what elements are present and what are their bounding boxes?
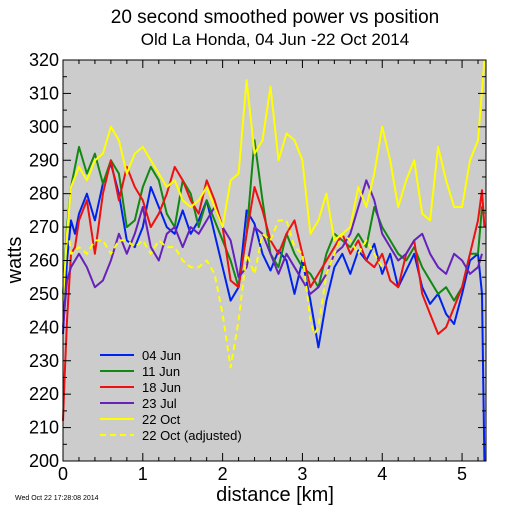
chart-title: 20 second smoothed power vs position: [111, 7, 439, 28]
y-tick-label: 220: [29, 384, 59, 404]
y-axis-label: watts: [4, 237, 26, 285]
legend-label: 18 Jun: [142, 380, 181, 395]
legend-label: 22 Oct (adjusted): [142, 428, 242, 443]
y-tick-label: 260: [29, 251, 59, 271]
y-tick-label: 290: [29, 150, 59, 170]
y-tick-label: 270: [29, 217, 59, 237]
x-tick-label: 3: [297, 464, 307, 484]
x-tick-label: 0: [58, 464, 68, 484]
series-line-6: [68, 219, 384, 369]
series-layer: [62, 59, 486, 462]
y-tick-label: 310: [29, 83, 59, 103]
y-tick-label: 210: [29, 418, 59, 438]
legend-label: 11 Jun: [142, 364, 180, 379]
series-line-2: [62, 139, 486, 302]
y-tick-label: 200: [29, 451, 59, 471]
x-axis-label: distance [km]: [216, 484, 334, 506]
x-tick-label: 1: [138, 464, 148, 484]
series-line-3: [62, 159, 486, 421]
series-line-5: [62, 59, 486, 301]
y-tick-label: 240: [29, 317, 59, 337]
y-tick-label: 300: [29, 117, 59, 137]
y-tick-label: 250: [29, 284, 59, 304]
y-tick-label: 280: [29, 184, 59, 204]
x-tick-label: 2: [218, 464, 228, 484]
timestamp: Wed Oct 22 17:28:08 2014: [15, 495, 99, 502]
x-tick-label: 5: [457, 464, 467, 484]
legend-label: 04 Jun: [142, 348, 181, 363]
axis-layer: 2002102202302402502602702802903003103200…: [29, 50, 486, 484]
legend-label: 23 Jul: [142, 396, 177, 411]
y-tick-label: 230: [29, 351, 59, 371]
y-tick-label: 320: [29, 50, 59, 70]
legend-label: 22 Oct: [142, 412, 181, 427]
x-tick-label: 4: [377, 464, 387, 484]
series-line-4: [62, 179, 483, 328]
chart-subtitle: Old La Honda, 04 Jun -22 Oct 2014: [141, 30, 409, 49]
